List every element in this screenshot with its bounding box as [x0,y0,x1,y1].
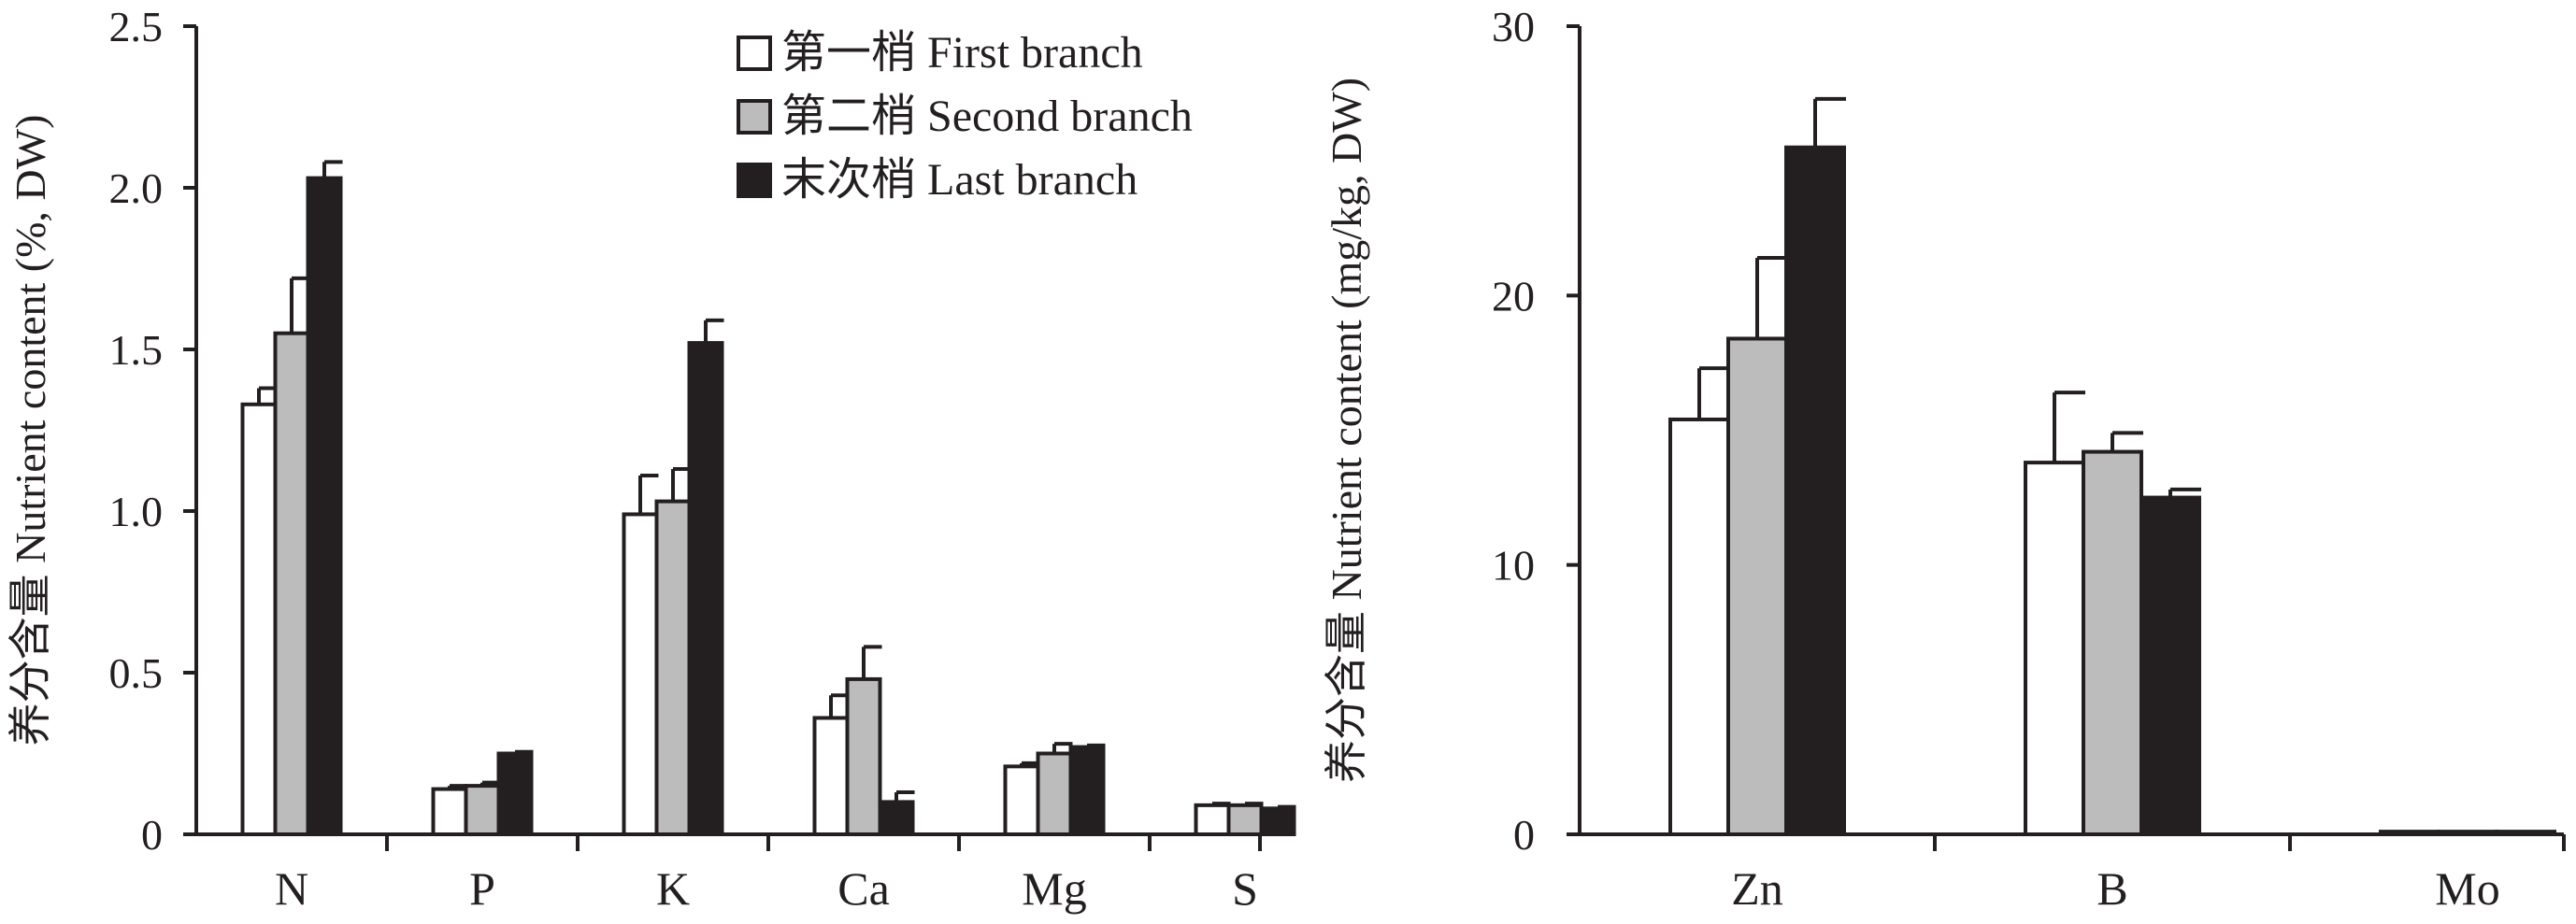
y-tick-label: 1.5 [109,326,164,374]
x-category-label: Ca [837,862,890,915]
legend-label-first: 第一梢 First branch [781,28,1143,78]
bar-second-Ca [845,676,882,836]
bar-last-N [306,176,343,836]
x-category-label: B [2097,862,2127,915]
bar-first-Ca [812,716,850,836]
x-category-label: Mo [2435,862,2499,915]
legend-label-second: 第二梢 Second branch [781,92,1193,141]
y-axis-title: 养分含量 Nutrient content (%, DW) [7,115,54,746]
bar-first-K [622,512,659,837]
y-tick-label: 30 [1492,3,1535,50]
bar-first-B [2024,461,2085,836]
bar-second-Zn [1726,336,1788,836]
bar-first-S [1194,803,1231,836]
x-category-label: K [656,862,690,915]
bar-second-S [1226,803,1264,836]
bar-first-P [431,787,468,836]
y-tick-label: 2.5 [109,3,164,50]
bar-first-N [240,402,278,836]
bar-second-B [2082,449,2143,836]
bar-second-N [273,331,310,836]
y-tick-label: 1.0 [109,488,164,535]
bar-first-Zn [1668,417,1730,836]
y-tick-label: 0 [1513,811,1535,859]
bar-second-P [464,784,501,836]
bar-first-Mo [2379,830,2440,836]
bar-last-Zn [1784,145,1846,836]
y-tick-label: 0.5 [109,649,164,697]
x-category-label: Zn [1731,862,1783,915]
bar-last-P [496,751,534,836]
bar-second-K [654,499,692,836]
y-tick-label: 0 [141,811,163,859]
y-axis-title: 养分含量 Nutrient content (mg/kg, DW) [1323,78,1370,783]
y-tick-label: 2.0 [109,164,164,212]
bar-last-B [2140,495,2201,836]
bar-last-K [687,341,724,836]
bar-last-S [1259,806,1296,837]
x-category-label: Mg [1022,862,1086,915]
bar-first-Mg [1003,764,1040,837]
right-panel: 0 10 20 30 养分含量 Nutrient content (mg/kg, DW)… [1323,3,2566,915]
legend: 第一梢 First branch 第二梢 Second branch 末次梢 Las… [737,28,1193,205]
legend-swatch-first [737,36,772,71]
x-category-label: N [275,862,308,915]
x-category-label: S [1232,862,1258,915]
bar-second-Mo [2437,830,2498,836]
legend-swatch-last [737,163,772,198]
bar-last-Mg [1068,745,1106,837]
left-panel: 0 0.5 1.0 1.5 2.0 2.5 养分含量 Nutrient content (%… [7,3,1296,915]
legend-swatch-second [737,99,772,135]
x-category-label: P [469,862,495,915]
legend-label-last: 末次梢 Last branch [781,155,1138,205]
bar-last-Ca [878,800,915,837]
bar-second-Mg [1036,751,1073,836]
y-tick-label: 20 [1492,272,1535,320]
bar-last-Mo [2495,830,2556,836]
y-tick-label: 10 [1492,542,1535,590]
